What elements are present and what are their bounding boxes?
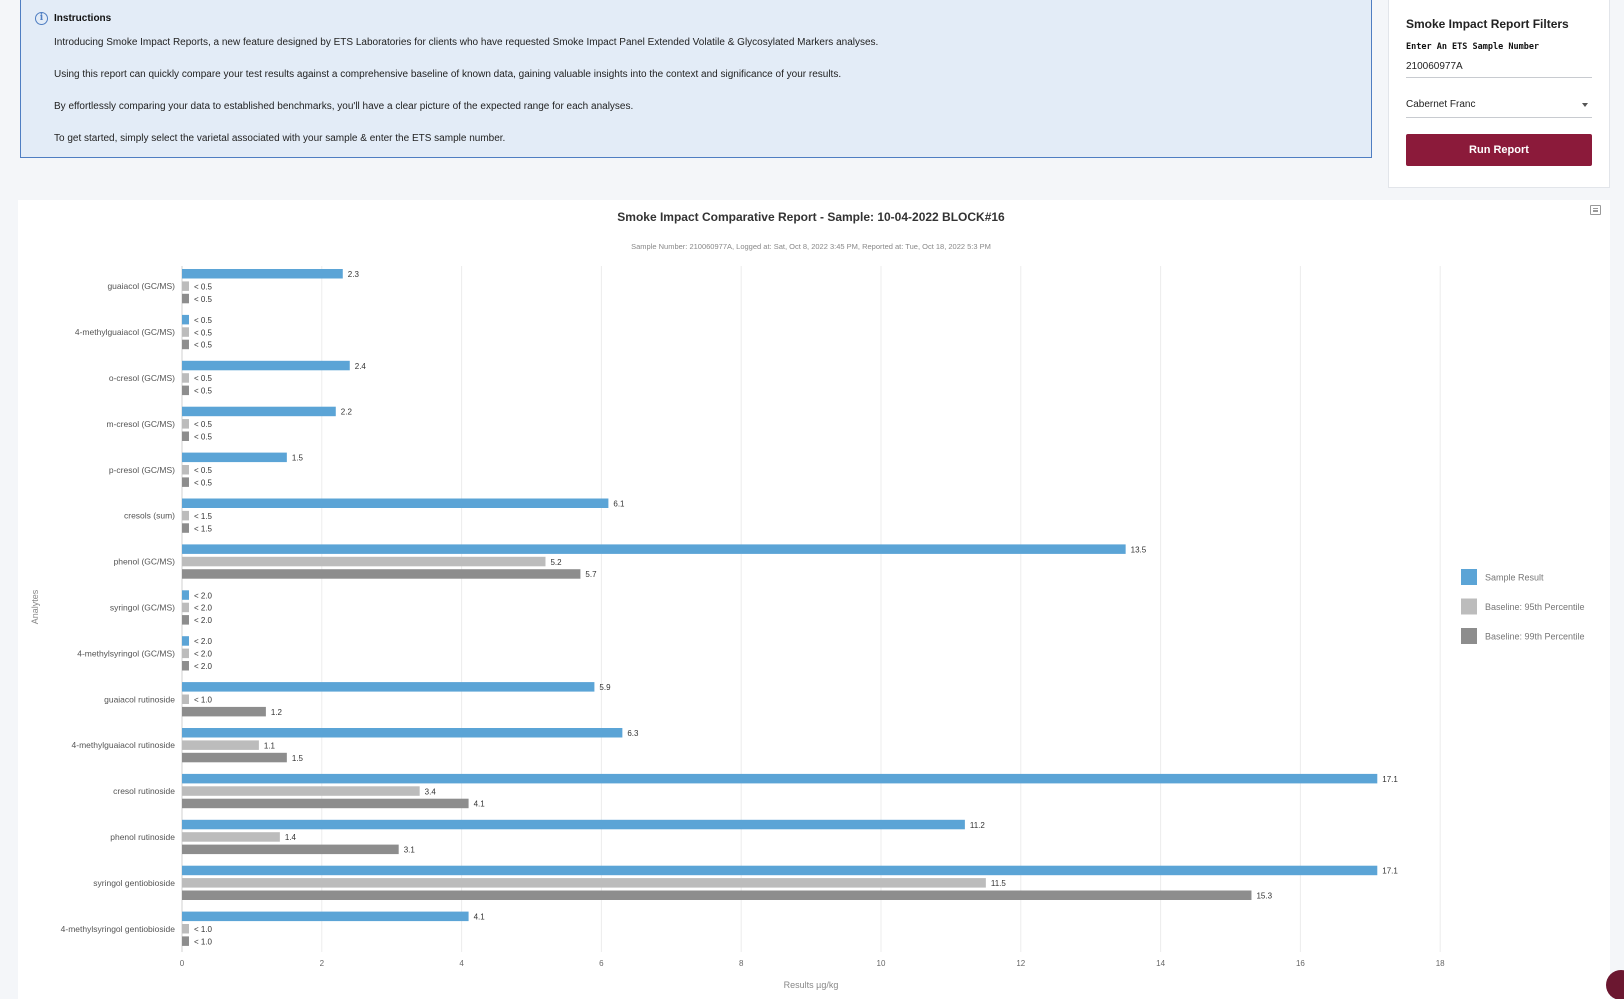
chart-menu-icon[interactable] [1590,205,1601,215]
instructions-panel: i Instructions Introducing Smoke Impact … [20,0,1372,158]
chart-panel [18,200,1610,999]
instructions-paragraph: Introducing Smoke Impact Reports, a new … [54,37,879,48]
info-icon: i [35,11,48,25]
run-report-button[interactable]: Run Report [1406,134,1592,166]
varietal-select-value: Cabernet Franc [1406,99,1476,110]
instructions-paragraph: Using this report can quickly compare yo… [54,69,842,80]
chat-icon[interactable] [1606,970,1624,999]
filters-title: Smoke Impact Report Filters [1406,17,1569,31]
chevron-down-icon [1582,102,1588,107]
instructions-paragraph: To get started, simply select the variet… [54,133,506,144]
instructions-paragraph: By effortlessly comparing your data to e… [54,101,634,112]
instructions-title: Instructions [54,12,112,24]
varietal-select[interactable]: Cabernet Franc [1406,92,1592,118]
filters-panel: Smoke Impact Report Filters Enter An ETS… [1388,0,1610,188]
sample-number-input[interactable] [1406,52,1592,78]
sample-number-label: Enter An ETS Sample Number [1406,42,1540,52]
